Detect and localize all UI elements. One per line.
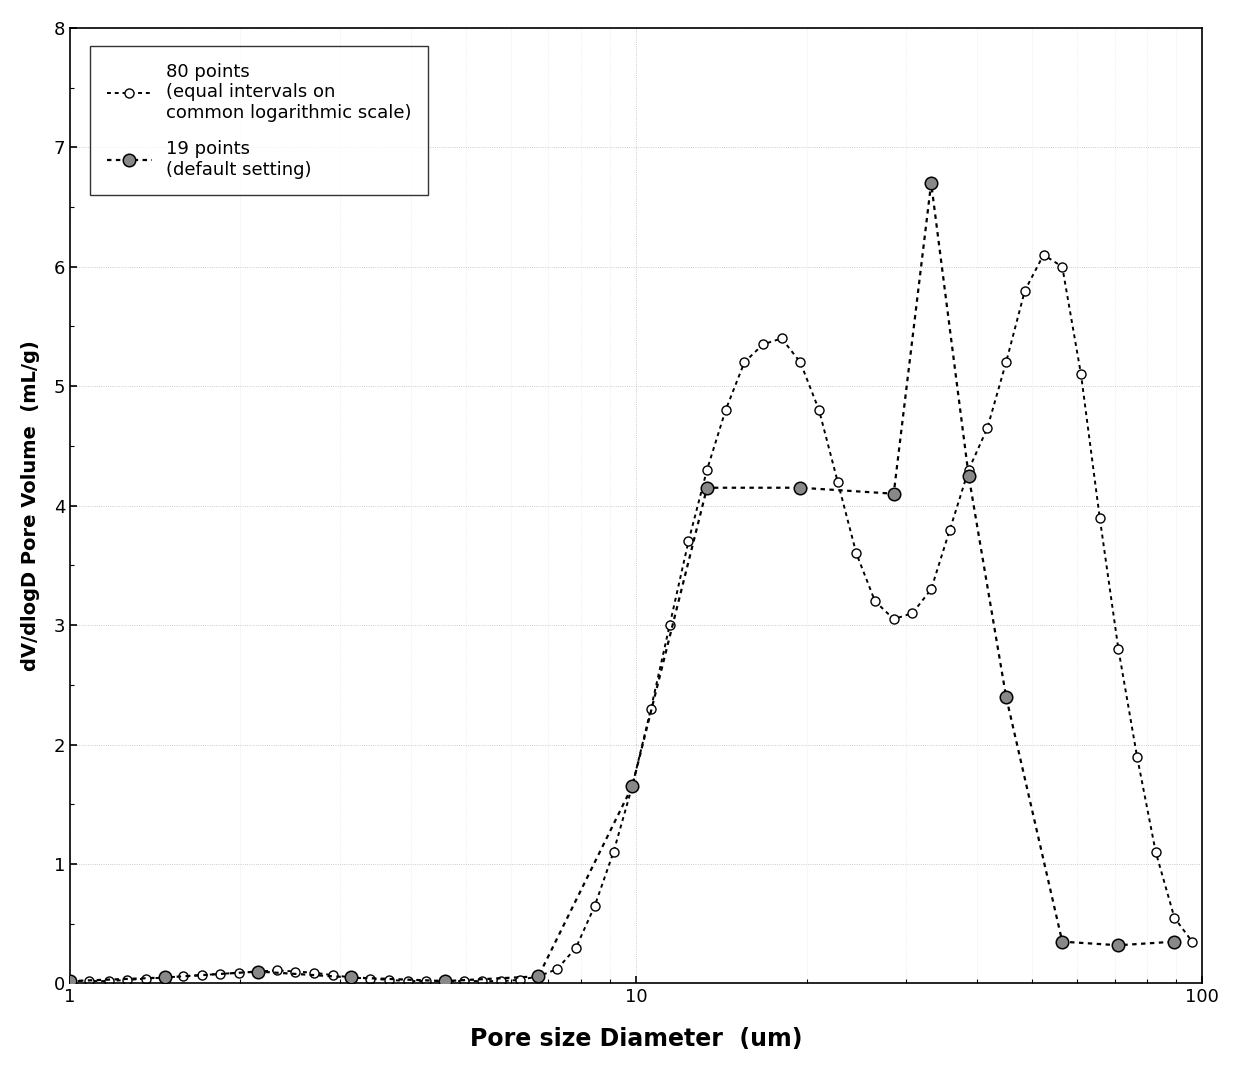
19 points
(default setting) [961,470,976,482]
19 points
(default setting) [1167,935,1182,948]
80 points
(equal intervals on
common logarithmic scale) [737,356,751,369]
19 points
(default setting) [792,481,807,494]
19 points
(default setting) [531,970,546,983]
19 points
(default setting) [343,971,358,984]
19 points
(default setting) [924,177,939,190]
80 points
(equal intervals on
common logarithmic scale) [1184,935,1199,948]
19 points
(default setting) [625,780,640,793]
X-axis label: Pore size Diameter  (um): Pore size Diameter (um) [470,1027,802,1052]
80 points
(equal intervals on
common logarithmic scale) [63,974,78,987]
Line: 80 points
(equal intervals on
common logarithmic scale): 80 points (equal intervals on common log… [66,250,1197,985]
19 points
(default setting) [438,974,453,987]
80 points
(equal intervals on
common logarithmic scale) [288,965,303,978]
19 points
(default setting) [157,971,172,984]
80 points
(equal intervals on
common logarithmic scale) [1055,260,1070,273]
Line: 19 points
(default setting): 19 points (default setting) [63,177,1180,987]
80 points
(equal intervals on
common logarithmic scale) [325,969,340,982]
80 points
(equal intervals on
common logarithmic scale) [1037,249,1052,262]
Legend: 80 points
(equal intervals on
common logarithmic scale), 19 points
(default sett: 80 points (equal intervals on common log… [91,46,428,195]
19 points
(default setting) [1055,935,1070,948]
19 points
(default setting) [1111,939,1126,952]
80 points
(equal intervals on
common logarithmic scale) [662,619,677,631]
19 points
(default setting) [998,690,1013,703]
19 points
(default setting) [699,481,714,494]
80 points
(equal intervals on
common logarithmic scale) [456,974,471,987]
Y-axis label: dV/dlogD Pore Volume  (mL/g): dV/dlogD Pore Volume (mL/g) [21,340,40,671]
19 points
(default setting) [63,974,78,987]
19 points
(default setting) [887,488,901,501]
19 points
(default setting) [250,965,265,978]
